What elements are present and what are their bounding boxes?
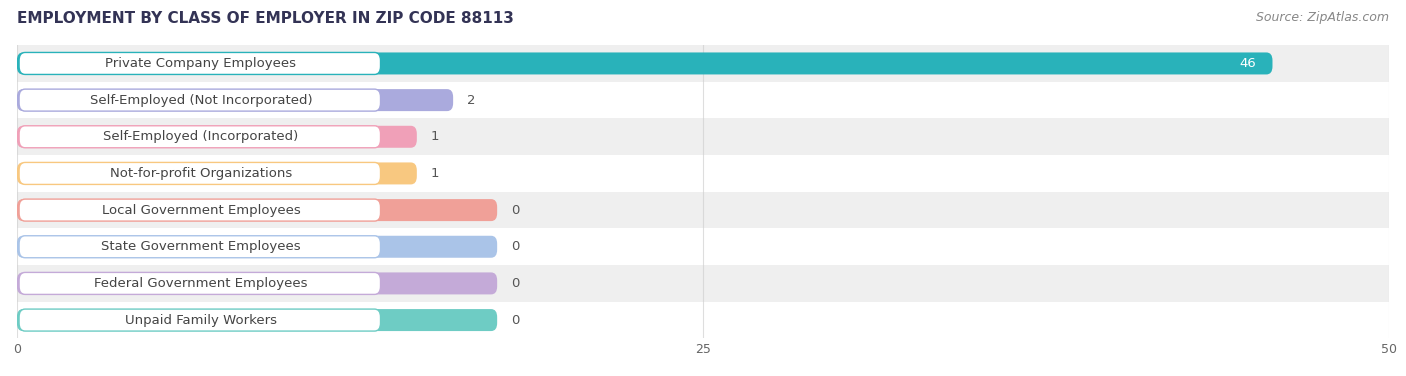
Bar bbox=[17, 82, 1389, 118]
FancyBboxPatch shape bbox=[20, 273, 381, 294]
Text: 1: 1 bbox=[430, 130, 439, 143]
FancyBboxPatch shape bbox=[17, 199, 498, 221]
FancyBboxPatch shape bbox=[20, 126, 381, 148]
FancyBboxPatch shape bbox=[20, 199, 381, 221]
FancyBboxPatch shape bbox=[20, 236, 381, 258]
Text: Not-for-profit Organizations: Not-for-profit Organizations bbox=[110, 167, 292, 180]
FancyBboxPatch shape bbox=[17, 309, 498, 331]
Text: Self-Employed (Incorporated): Self-Employed (Incorporated) bbox=[103, 130, 298, 143]
FancyBboxPatch shape bbox=[20, 309, 381, 331]
Bar bbox=[17, 192, 1389, 229]
FancyBboxPatch shape bbox=[17, 53, 1272, 74]
FancyBboxPatch shape bbox=[17, 89, 453, 111]
Text: EMPLOYMENT BY CLASS OF EMPLOYER IN ZIP CODE 88113: EMPLOYMENT BY CLASS OF EMPLOYER IN ZIP C… bbox=[17, 11, 513, 26]
FancyBboxPatch shape bbox=[20, 162, 381, 185]
Text: 1: 1 bbox=[430, 167, 439, 180]
Text: Local Government Employees: Local Government Employees bbox=[101, 203, 301, 217]
Bar bbox=[17, 155, 1389, 192]
Bar bbox=[17, 118, 1389, 155]
Text: Self-Employed (Not Incorporated): Self-Employed (Not Incorporated) bbox=[90, 94, 312, 107]
Text: 0: 0 bbox=[510, 314, 519, 327]
Text: Source: ZipAtlas.com: Source: ZipAtlas.com bbox=[1256, 11, 1389, 24]
Bar bbox=[17, 265, 1389, 302]
Text: Private Company Employees: Private Company Employees bbox=[105, 57, 297, 70]
Text: 0: 0 bbox=[510, 277, 519, 290]
Text: State Government Employees: State Government Employees bbox=[101, 240, 301, 253]
Text: 2: 2 bbox=[467, 94, 475, 107]
FancyBboxPatch shape bbox=[20, 53, 381, 74]
Text: 46: 46 bbox=[1239, 57, 1256, 70]
Text: Unpaid Family Workers: Unpaid Family Workers bbox=[125, 314, 277, 327]
Bar bbox=[17, 302, 1389, 338]
FancyBboxPatch shape bbox=[17, 236, 498, 258]
Bar bbox=[17, 229, 1389, 265]
FancyBboxPatch shape bbox=[20, 89, 381, 111]
Text: 0: 0 bbox=[510, 240, 519, 253]
Text: Federal Government Employees: Federal Government Employees bbox=[94, 277, 308, 290]
FancyBboxPatch shape bbox=[17, 162, 416, 185]
FancyBboxPatch shape bbox=[17, 126, 416, 148]
Text: 0: 0 bbox=[510, 203, 519, 217]
Bar bbox=[17, 45, 1389, 82]
FancyBboxPatch shape bbox=[17, 273, 498, 294]
